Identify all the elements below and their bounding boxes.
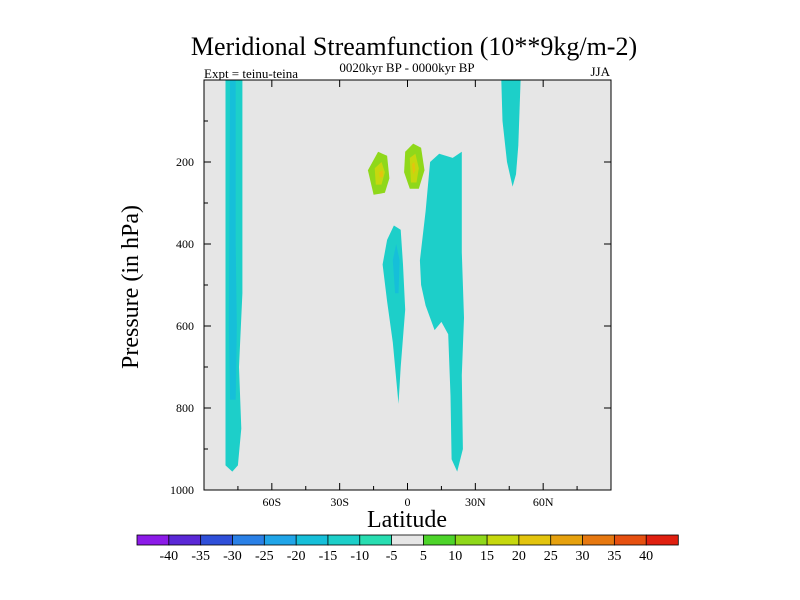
chart-title: Meridional Streamfunction (10**9kg/m-2) (191, 32, 637, 61)
colorbar-label: 20 (512, 549, 526, 564)
colorbar-swatch (518, 534, 552, 546)
colorbar-swatch (423, 534, 456, 546)
x-tick-label: 30N (465, 495, 486, 509)
x-tick-label: 0 (405, 495, 411, 509)
contour-region-upper-tropic-25-left (379, 170, 384, 178)
colorbar-swatch (232, 534, 265, 546)
contour-region-sh-polar-core (228, 80, 237, 400)
season-label: JJA (590, 64, 610, 79)
colorbar-swatch (550, 534, 584, 546)
colorbar-swatch (613, 534, 647, 546)
contour-region-eq-top-pos-right (407, 80, 415, 105)
contour-region-nh-subtrop-neg (419, 151, 464, 472)
chart-subtitle: 0020kyr BP - 0000kyr BP (339, 60, 474, 75)
colorbar-label: -25 (255, 549, 274, 564)
colorbar-swatch (327, 534, 361, 546)
colorbar-swatch (454, 534, 488, 546)
colorbar-label: -40 (159, 549, 178, 564)
y-tick-label: 1000 (170, 483, 194, 497)
colorbar-label: 10 (448, 549, 462, 564)
colorbar-label: -15 (319, 549, 338, 564)
contour-region-eq-small-pos (410, 440, 414, 454)
colorbar-label: 25 (544, 549, 558, 564)
colorbar: -40 -35 -30 -25 -20 -15 -10 -5 5 10 15 20 25 30 35 40 (136, 534, 679, 564)
x-tick-label: 60S (262, 495, 281, 509)
colorbar-label: -20 (287, 549, 306, 564)
x-axis-label: Latitude (367, 507, 447, 533)
experiment-label: Expt = teinu-teina (204, 66, 298, 81)
colorbar-label: 35 (607, 549, 621, 564)
plot-area (203, 79, 612, 491)
colorbar-swatch (200, 534, 234, 546)
colorbar-swatch (359, 534, 393, 546)
colorbar-swatch (168, 534, 202, 546)
colorbar-label: 5 (420, 549, 427, 564)
colorbar-swatch (295, 534, 329, 546)
y-tick-label: 600 (176, 319, 194, 333)
y-tick-label: 400 (176, 237, 194, 251)
colorbar-swatch (136, 534, 170, 546)
colorbar-label: 15 (480, 549, 494, 564)
contour-region-upper-tropic-25-right (412, 162, 416, 175)
colorbar-swatch (645, 534, 679, 546)
x-tick-label: 60N (533, 495, 554, 509)
colorbar-swatch (486, 534, 520, 546)
contour-region-nh-mid-neg (501, 80, 521, 187)
y-axis-label: Pressure (in hPa) (118, 205, 144, 369)
colorbar-swatch (263, 534, 297, 546)
contour-region-eq-top-pos (373, 80, 382, 130)
colorbar-swatch (582, 534, 616, 546)
x-tick-label: 30S (330, 495, 349, 509)
colorbar-label: 30 (576, 549, 590, 564)
colorbar-swatch (391, 534, 425, 546)
colorbar-label: -30 (223, 549, 242, 564)
colorbar-label: -10 (350, 549, 369, 564)
contour-region-eq-descending-neg (382, 225, 406, 404)
colorbar-label: -5 (386, 549, 398, 564)
y-tick-label: 200 (176, 155, 194, 169)
contour-region-eq-descending-core (392, 244, 400, 294)
colorbar-label: -35 (191, 549, 210, 564)
y-tick-label: 800 (176, 401, 194, 415)
contour-region-nh-high-pos (525, 80, 580, 456)
colorbar-label: 40 (639, 549, 653, 564)
